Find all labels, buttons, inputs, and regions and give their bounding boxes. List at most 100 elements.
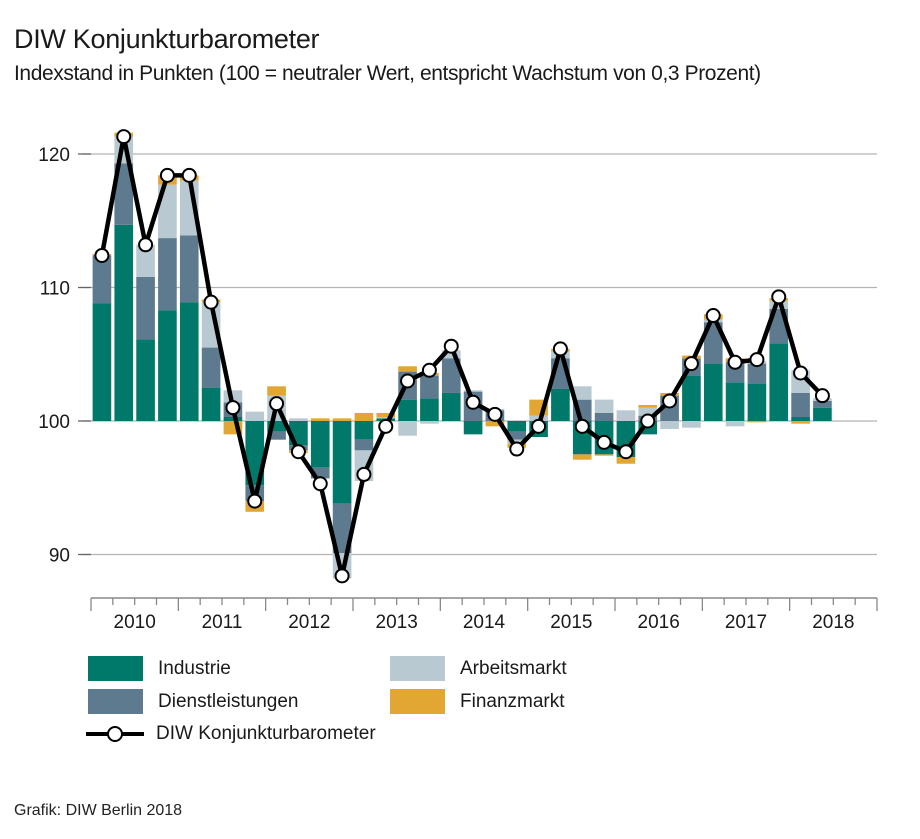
bar-arbeit-2013Q4 [420, 421, 439, 424]
bar-industrie-2012Q3 [310, 421, 330, 468]
barometer-point-2013Q3 [400, 373, 416, 389]
bar-dienst-2015Q4 [594, 412, 614, 421]
bar-finanz-2013Q3 [398, 366, 417, 372]
barometer-point-2011Q3 [225, 400, 241, 416]
legend-swatch-industrie [88, 656, 143, 681]
legend-swatch-finanzmarkt [390, 689, 445, 714]
bar-arbeit-2013Q2 [376, 416, 396, 419]
barometer-series-line [99, 134, 825, 579]
barometer-point-2016Q2 [640, 413, 656, 429]
legend-item-industrie: Industrie [88, 656, 231, 681]
bar-arbeit-2010Q3 [136, 244, 155, 277]
barometer-point-2016Q4 [683, 356, 699, 372]
bar-dienst-2017Q3 [747, 363, 767, 384]
bar-dienst-2017Q1 [703, 322, 723, 364]
bar-dienst-2018Q1 [791, 392, 810, 417]
bar-industrie-2011Q2 [201, 387, 221, 421]
barometer-point-2014Q3 [487, 406, 503, 422]
bar-industrie-2014Q4 [507, 421, 527, 432]
bar-finanz-2013Q2 [376, 412, 396, 417]
barometer-point-2017Q1 [705, 308, 721, 324]
barometer-point-2017Q4 [771, 289, 787, 305]
ytick-label-100: 100 [38, 412, 70, 433]
bar-dienst-2010Q4 [158, 238, 177, 311]
bar-industrie-2010Q4 [158, 310, 177, 421]
bar-finanz-2016Q1 [616, 457, 636, 464]
bar-finanz-2015Q3 [572, 454, 592, 460]
legend-item-barometer: DIW Konjunkturbarometer [84, 722, 376, 746]
bar-dienst-2012Q3 [310, 467, 330, 479]
bar-dienst-2011Q1 [179, 235, 199, 303]
barometer-point-2010Q4 [159, 167, 175, 183]
bar-dienst-2010Q3 [136, 276, 155, 340]
bar-industrie-2010Q2 [114, 224, 134, 421]
chart-title: DIW Konjunkturbarometer [14, 24, 320, 54]
barometer-point-2016Q1 [618, 444, 634, 460]
bar-industrie-2013Q1 [354, 421, 374, 440]
source-note: Grafik: DIW Berlin 2018 [14, 802, 183, 819]
barometer-point-2017Q3 [749, 352, 765, 368]
barometer-point-2011Q1 [181, 167, 197, 183]
xtick-label-2012: 2012 [288, 612, 330, 633]
bar-industrie-2017Q2 [725, 382, 745, 421]
bar-industrie-2015Q2 [551, 388, 570, 421]
bar-arbeit-2016Q2 [638, 407, 658, 416]
xtick-label-2014: 2014 [463, 612, 506, 633]
barometer-point-2015Q2 [552, 341, 568, 357]
ytick-label-110: 110 [40, 279, 70, 300]
bar-dienst-2010Q2 [114, 163, 134, 225]
bar-finanz-2012Q1 [267, 386, 286, 396]
bar-arbeit-2017Q2 [725, 421, 745, 427]
bar-arbeit-2015Q4 [594, 399, 614, 413]
legend-item-finanzmarkt: Finanzmarkt [390, 689, 565, 714]
bar-industrie-2013Q4 [420, 398, 439, 421]
bar-dienst-2012Q4 [332, 503, 352, 554]
legend-label-finanzmarkt: Finanzmarkt [460, 690, 565, 712]
bar-dienst-2012Q1 [267, 431, 286, 440]
legend-label-industrie: Industrie [158, 657, 231, 679]
bar-arbeit-2016Q1 [616, 410, 636, 421]
barometer-point-2014Q4 [509, 441, 525, 457]
barometer-point-2015Q1 [531, 418, 547, 434]
bar-arbeit-2014Q2 [463, 390, 483, 392]
stacked-bars [92, 132, 832, 579]
legend-swatch-arbeitsmarkt [390, 656, 445, 681]
y-axis: 90 100 110 120 [38, 145, 70, 567]
bar-industrie-2017Q4 [769, 343, 789, 421]
bar-industrie-2010Q1 [92, 303, 112, 421]
xtick-label-2017: 2017 [725, 612, 767, 633]
chart-canvas: 90 100 110 120 2010 2011 2012 2013 2014 2015 2016… [38, 129, 878, 633]
xtick-label-2011: 2011 [202, 612, 243, 633]
xtick-label-2016: 2016 [638, 612, 680, 633]
bar-arbeit-2016Q4 [682, 421, 701, 428]
legend-label-arbeitsmarkt: Arbeitsmarkt [460, 657, 567, 679]
barometer-point-2018Q1 [793, 365, 809, 381]
barometer-point-2012Q1 [269, 396, 285, 412]
barometer-point-2010Q3 [138, 237, 154, 253]
barometer-point-2017Q2 [727, 354, 743, 370]
barometer-point-2018Q2 [814, 388, 830, 404]
bar-industrie-2014Q1 [441, 392, 461, 421]
bar-industrie-2011Q3 [223, 416, 243, 421]
barometer-point-2015Q3 [574, 418, 590, 434]
ytick-label-90: 90 [49, 546, 70, 567]
bar-arbeit-2012Q2 [289, 418, 308, 421]
xtick-label-2015: 2015 [550, 612, 592, 633]
bar-finanz-2018Q1 [791, 421, 810, 424]
legend-label-barometer: DIW Konjunkturbarometer [156, 723, 376, 744]
barometer-point-2015Q4 [596, 434, 612, 450]
barometer-point-2014Q2 [465, 394, 481, 410]
bar-industrie-2018Q2 [813, 407, 832, 421]
bar-industrie-2014Q2 [463, 421, 483, 435]
bar-finanz-2015Q4 [594, 454, 614, 456]
legend-line-marker-icon [86, 726, 144, 742]
bar-arbeit-2016Q3 [660, 421, 679, 430]
bar-industrie-2012Q1 [267, 421, 286, 432]
bar-dienst-2014Q1 [441, 358, 461, 393]
barometer-line [94, 129, 830, 584]
barometer-point-2016Q3 [662, 393, 678, 409]
bar-dienst-2013Q4 [420, 375, 439, 399]
bar-dienst-2010Q1 [92, 255, 112, 304]
ytick-label-120: 120 [38, 145, 70, 166]
barometer-point-2013Q1 [356, 466, 372, 482]
